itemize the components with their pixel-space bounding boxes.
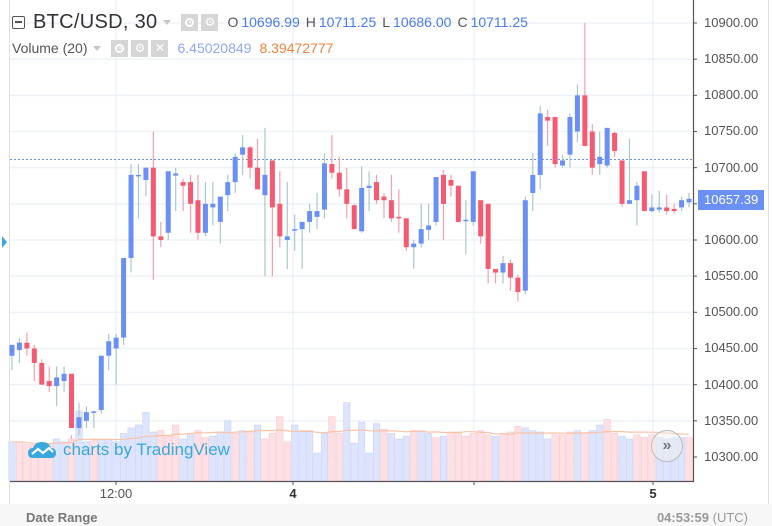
tradingview-watermark[interactable]: charts by TradingView: [27, 440, 230, 460]
visibility-eye-icon[interactable]: [181, 13, 199, 31]
footer-bar: [0, 504, 772, 526]
time-tick-label: 4: [289, 486, 297, 501]
low-label: L: [382, 14, 391, 30]
high-value: 10711.25: [318, 14, 377, 30]
settings-gear-icon[interactable]: ⚙: [201, 13, 219, 31]
clock-time: 04:53:59: [656, 510, 709, 525]
low-value: 10686.00: [393, 14, 452, 30]
price-tick-label: 10700.00: [704, 159, 759, 175]
volume-legend: Volume (20) ⚙ ✕ 6.45020849 8.39472777: [12, 38, 333, 58]
visibility-eye-icon[interactable]: [111, 39, 129, 57]
close-label: C: [457, 14, 468, 30]
price-tick-label: 10450.00: [704, 340, 759, 356]
close-value: 10711.25: [470, 14, 528, 30]
settings-gear-icon[interactable]: ⚙: [131, 39, 149, 57]
price-tick-label: 10300.00: [704, 448, 759, 464]
time-tick-label: 5: [649, 486, 657, 501]
price-tick-label: 10550.00: [704, 268, 759, 284]
price-tick-label: 10850.00: [704, 51, 759, 67]
symbol-title[interactable]: BTC/USD, 30: [33, 10, 158, 33]
volume-value: 6.45020849: [177, 40, 252, 56]
volume-ma-value: 8.39472777: [259, 40, 334, 56]
symbol-legend: BTC/USD, 30 ⚙ O 10696.99 H 10711.25 L 10…: [12, 10, 528, 34]
chevron-down-icon[interactable]: [93, 45, 102, 51]
close-icon[interactable]: ✕: [151, 39, 169, 57]
price-tick-label: 10350.00: [704, 412, 759, 428]
clock[interactable]: 04:53:59 (UTC): [657, 510, 748, 525]
price-tick-label: 10600.00: [704, 231, 759, 247]
price-tick-label: 10750.00: [704, 123, 759, 139]
price-tick-label: 10400.00: [704, 376, 759, 392]
pane-handle-icon[interactable]: [2, 236, 7, 248]
open-label: O: [227, 14, 239, 30]
time-tick-label: 12:00: [99, 486, 133, 501]
volume-indicator-title[interactable]: Volume (20): [12, 40, 88, 56]
open-value: 10696.99: [241, 14, 300, 30]
cloud-logo-icon: [28, 442, 56, 458]
price-tick-label: 10900.00: [704, 15, 759, 30]
clock-timezone: (UTC): [712, 510, 748, 525]
price-tick-label: 10800.00: [704, 87, 759, 103]
watermark-text: charts by TradingView: [63, 440, 230, 459]
scroll-to-realtime-button[interactable]: »: [651, 430, 683, 462]
high-label: H: [305, 14, 316, 30]
last-price-badge: 10657.39: [698, 190, 764, 210]
chevron-down-icon[interactable]: [163, 19, 172, 25]
collapse-icon[interactable]: [12, 15, 25, 29]
price-tick-label: 10500.00: [704, 304, 759, 320]
date-range-button[interactable]: Date Range: [26, 510, 98, 525]
